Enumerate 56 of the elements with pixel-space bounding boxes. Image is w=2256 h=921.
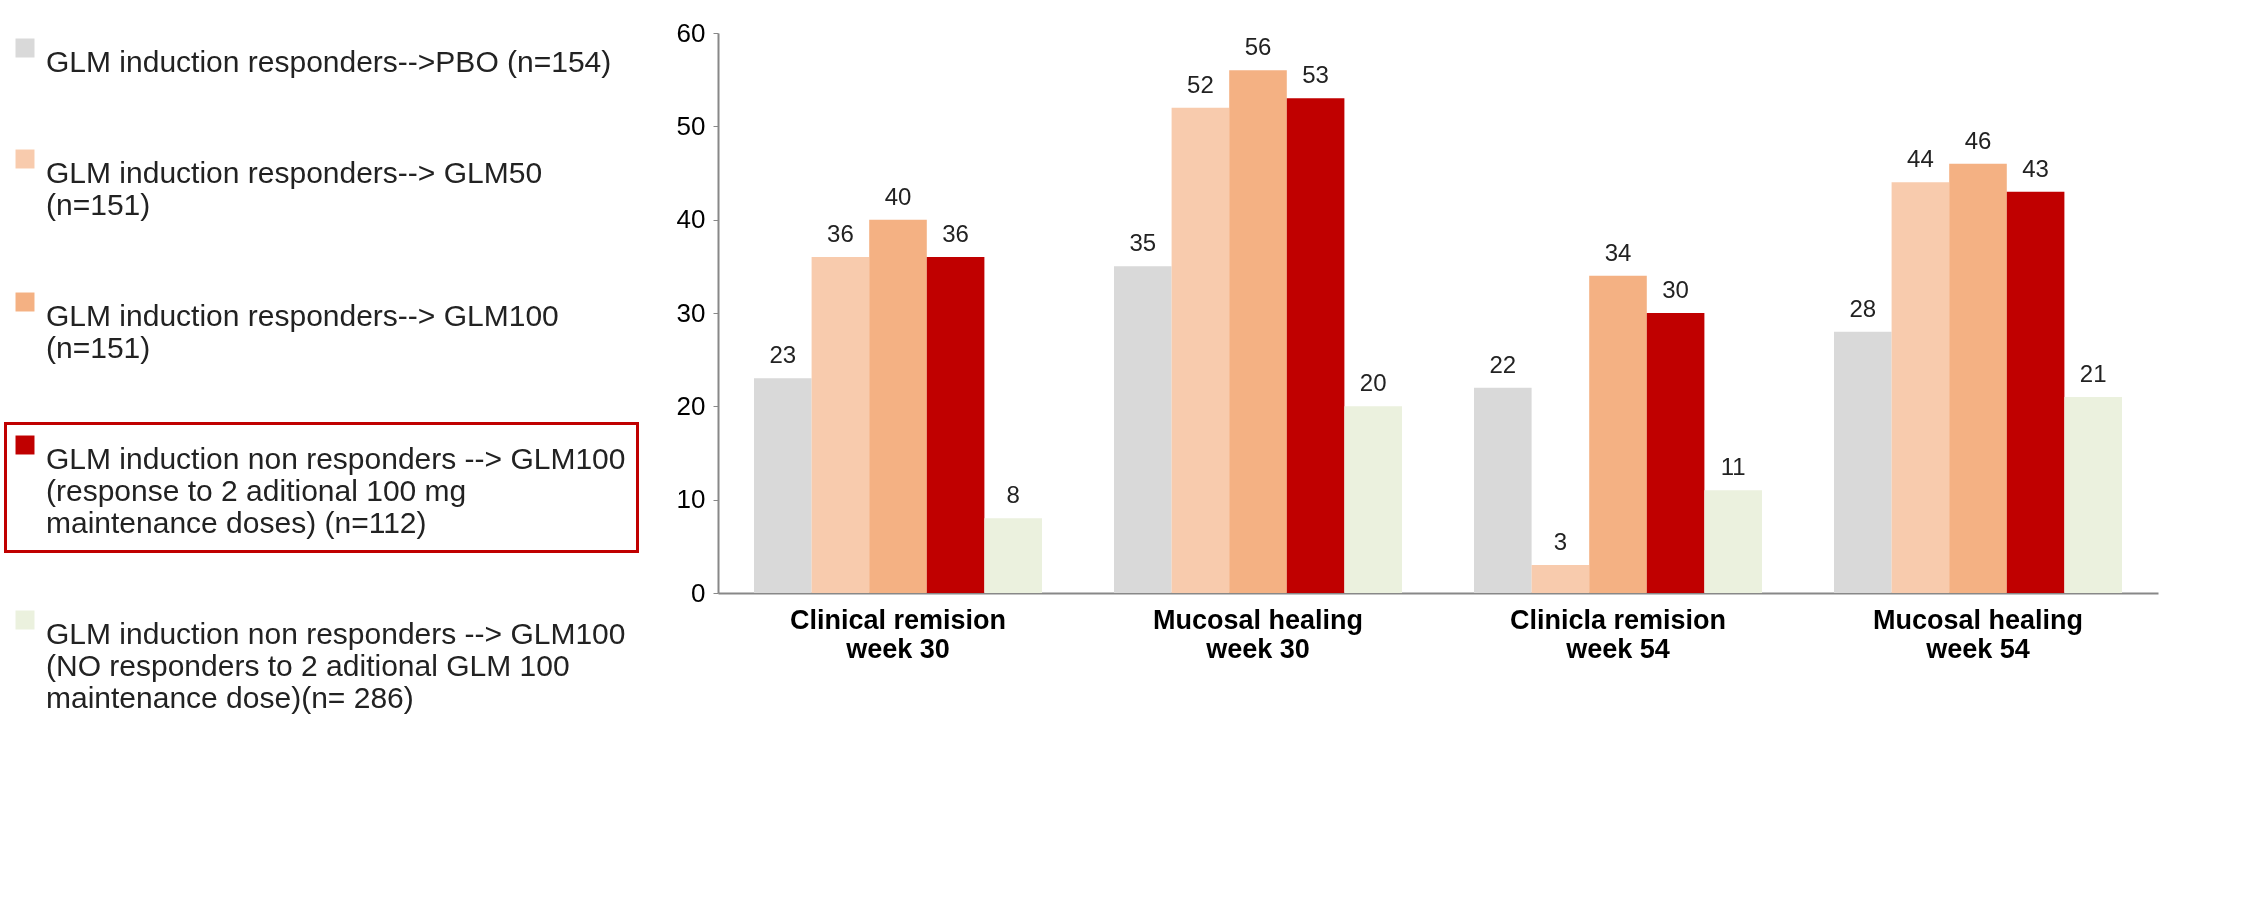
bar (1474, 387, 1532, 593)
bar (1286, 98, 1345, 593)
data-label: 43 (2022, 154, 2049, 182)
bar (869, 219, 927, 593)
bar (2064, 397, 2122, 593)
data-label: 8 (1006, 481, 1020, 509)
bar (1344, 406, 1402, 593)
x-tick-label: Clinical remision week 30 (789, 604, 1007, 664)
data-label: 3 (1553, 528, 1568, 555)
data-label: 40 (884, 182, 912, 210)
data-label: 11 (1720, 453, 1746, 481)
y-tick-label: 10 (676, 484, 706, 515)
data-label: 56 (1244, 33, 1272, 61)
bar (1949, 163, 2007, 593)
bar (1834, 331, 1892, 593)
bar (1171, 107, 1230, 593)
data-label: 20 (1359, 369, 1387, 397)
bar (984, 518, 1042, 593)
legend-label: GLM induction responders--> GLM100 (n=151) (46, 299, 559, 364)
y-tick-label: 50 (676, 110, 706, 141)
x-tick-label: Mucosal healing week 30 (1152, 604, 1364, 664)
data-label: 30 (1662, 276, 1689, 303)
legend-label: GLM induction non responders --> GLM100 (NO responders to 2 aditional GLM 100 maintenance dose)(n= 286) (46, 617, 626, 714)
y-tick-label: 60 (676, 17, 706, 48)
legend-label: GLM induction responders--> GLM50 (n=151) (46, 156, 543, 221)
data-label: 21 (2079, 360, 2107, 387)
bar (811, 257, 870, 593)
data-label: 28 (1849, 294, 1877, 322)
data-label: 34 (1604, 238, 1632, 266)
bar (1704, 490, 1762, 593)
data-label: 36 (827, 220, 854, 247)
bar (2006, 191, 2065, 593)
y-tick-label: 0 (691, 577, 706, 608)
legend-label: GLM induction responders-->PBO (n=154) (46, 45, 612, 78)
data-label: 44 (1907, 145, 1934, 173)
data-label: 46 (1964, 126, 1992, 154)
bar (1646, 313, 1705, 593)
y-tick-label: 30 (676, 297, 706, 328)
data-label: 35 (1129, 229, 1157, 257)
bar (926, 257, 985, 593)
data-label: 53 (1302, 61, 1329, 89)
bar (1531, 565, 1590, 593)
bar (1891, 182, 1950, 593)
x-tick-label: Mucosal healing week 54 (1872, 604, 2084, 664)
y-tick-label: 20 (676, 390, 706, 421)
data-label: 22 (1489, 350, 1517, 378)
bar (1589, 275, 1647, 593)
data-label: 52 (1187, 70, 1214, 98)
data-label: 23 (769, 341, 797, 369)
x-tick-label: Clinicla remision week 54 (1509, 604, 1727, 664)
bar (1114, 266, 1172, 593)
data-label: 36 (942, 220, 969, 247)
legend-label: GLM induction non responders --> GLM100 (response to 2 aditional 100 mg maintenance doses) (n=112) (46, 442, 626, 539)
bar (1229, 70, 1287, 593)
y-tick-label: 40 (676, 204, 706, 235)
bar (754, 378, 812, 593)
